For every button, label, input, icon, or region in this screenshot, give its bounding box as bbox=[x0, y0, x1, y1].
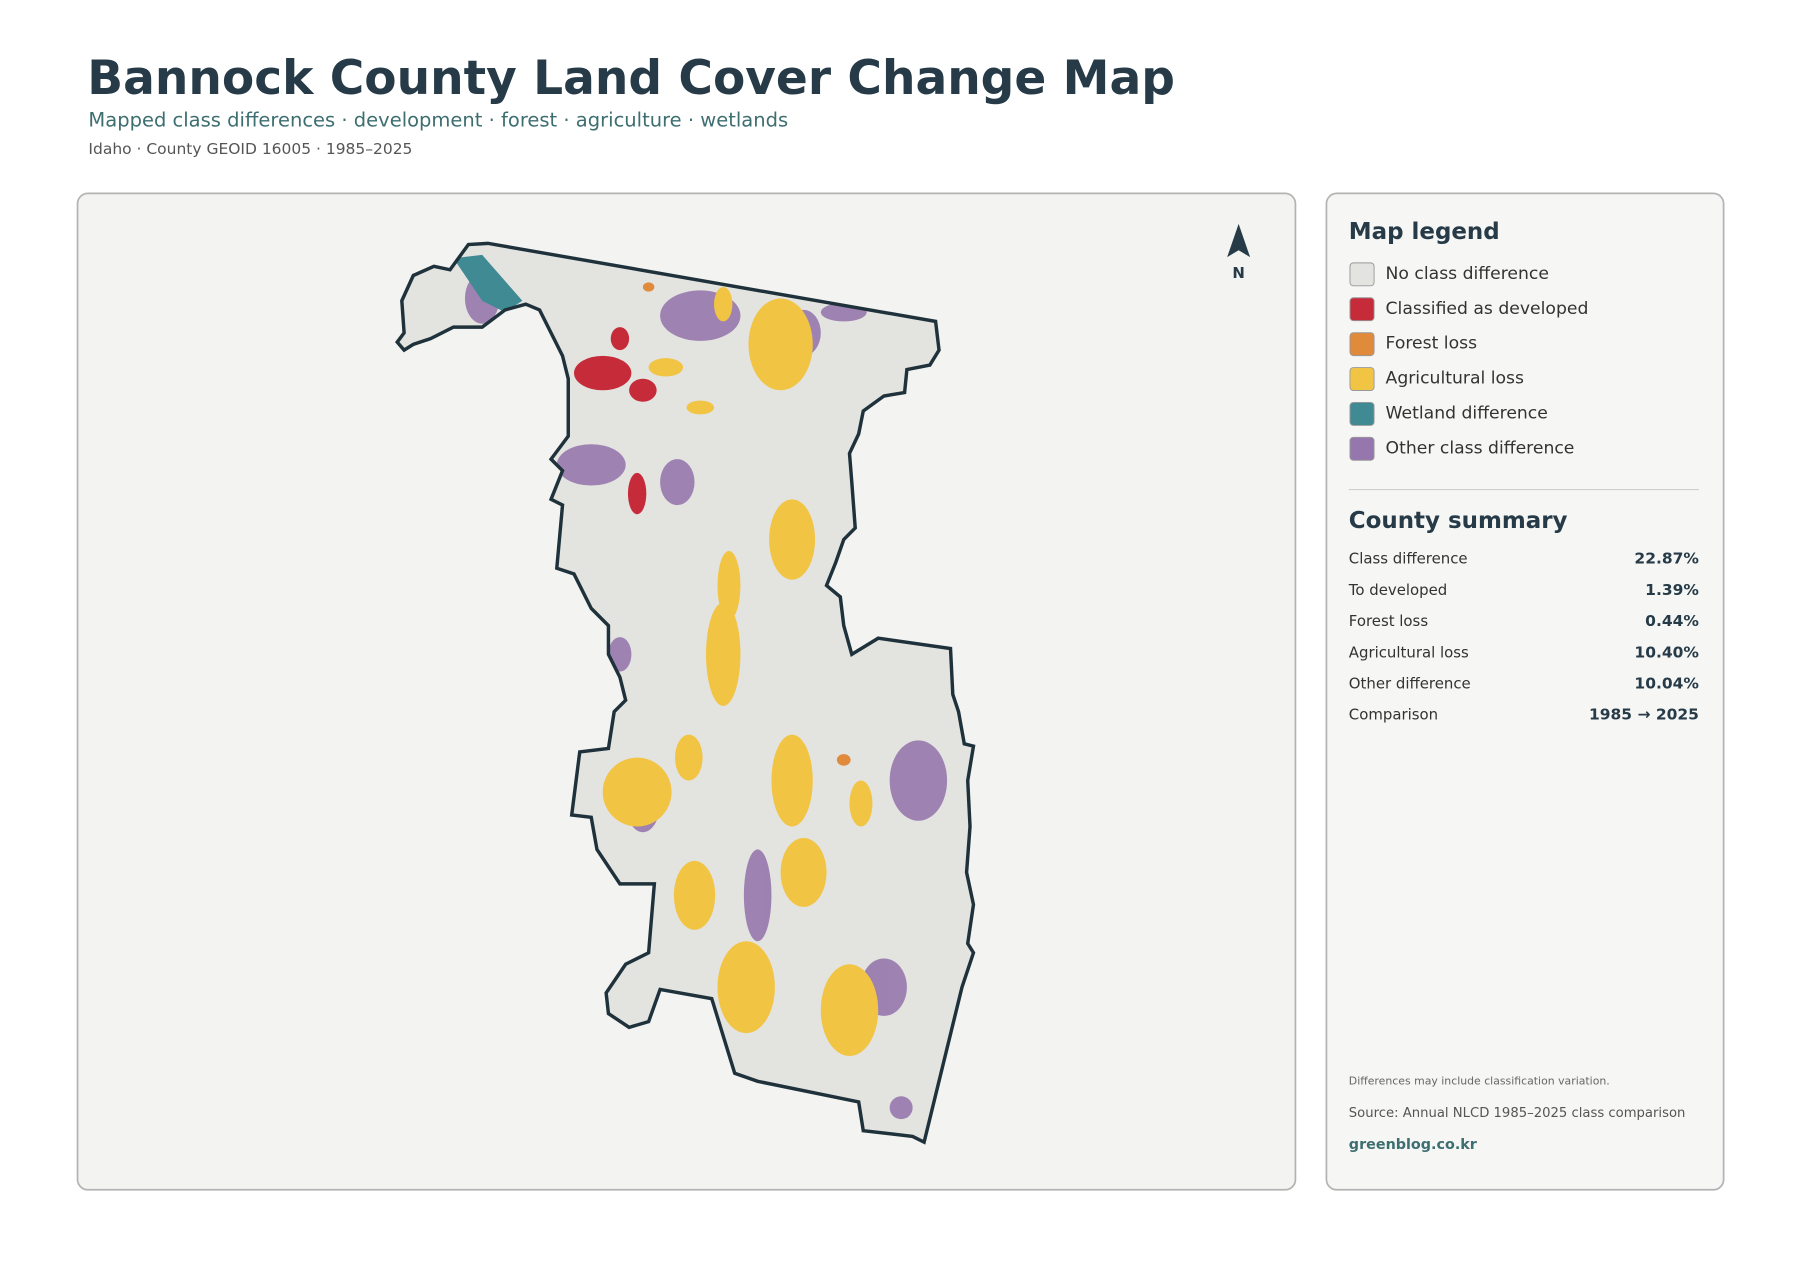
summary-label: Class difference bbox=[1349, 550, 1468, 568]
legend-title: Map legend bbox=[1349, 219, 1500, 245]
summary-label: To developed bbox=[1348, 581, 1447, 599]
summary-value: 1985 → 2025 bbox=[1589, 706, 1699, 724]
legend-label: Agricultural loss bbox=[1386, 369, 1524, 389]
summary-value: 0.44% bbox=[1645, 612, 1699, 630]
north-arrow bbox=[1227, 223, 1251, 258]
legend-swatch bbox=[1349, 332, 1375, 357]
agricultural-loss bbox=[602, 286, 879, 1057]
legend-label: Forest loss bbox=[1386, 334, 1478, 354]
meta: Idaho · County GEOID 16005 · 1985–2025 bbox=[88, 140, 412, 158]
footer-credit: greenblog.co.kr bbox=[1349, 1137, 1478, 1153]
developed bbox=[574, 327, 657, 515]
legend-swatch bbox=[1349, 297, 1375, 322]
legend-swatch bbox=[1349, 367, 1375, 391]
side-panel bbox=[1325, 192, 1725, 1191]
legend: No class difference Classified as develop… bbox=[1349, 262, 1589, 461]
footer-source: Source: Annual NLCD 1985–2025 class comp… bbox=[1349, 1106, 1686, 1121]
legend-swatch bbox=[1349, 262, 1375, 287]
summary-value: 10.40% bbox=[1634, 643, 1699, 661]
summary-label: Agricultural loss bbox=[1349, 643, 1469, 661]
legend-label: Other class difference bbox=[1386, 438, 1575, 458]
wetland-change bbox=[453, 254, 523, 313]
legend-swatch bbox=[1349, 436, 1375, 461]
north-label: N bbox=[1232, 264, 1244, 282]
summary-value: 10.04% bbox=[1634, 674, 1699, 692]
summary-title: County summary bbox=[1349, 508, 1568, 534]
page-title: Bannock County Land Cover Change Map bbox=[87, 51, 1175, 106]
forest-loss bbox=[642, 282, 851, 766]
summary-value: 1.39% bbox=[1645, 581, 1699, 599]
summary-table: Class difference 22.87% To developed 1.39% F… bbox=[1348, 550, 1700, 724]
legend-label: Wetland difference bbox=[1386, 404, 1548, 424]
summary-label: Other difference bbox=[1349, 674, 1471, 692]
summary-label: Comparison bbox=[1349, 706, 1438, 724]
legend-label: Classified as developed bbox=[1386, 299, 1589, 319]
legend-label: No class difference bbox=[1386, 264, 1549, 284]
summary-label: Forest loss bbox=[1349, 612, 1429, 630]
footer-note: Differences may include classification v… bbox=[1349, 1075, 1610, 1088]
legend-swatch bbox=[1349, 401, 1375, 426]
subtitle: Mapped class differences · development ·… bbox=[88, 108, 788, 131]
summary-value: 22.87% bbox=[1634, 550, 1699, 568]
